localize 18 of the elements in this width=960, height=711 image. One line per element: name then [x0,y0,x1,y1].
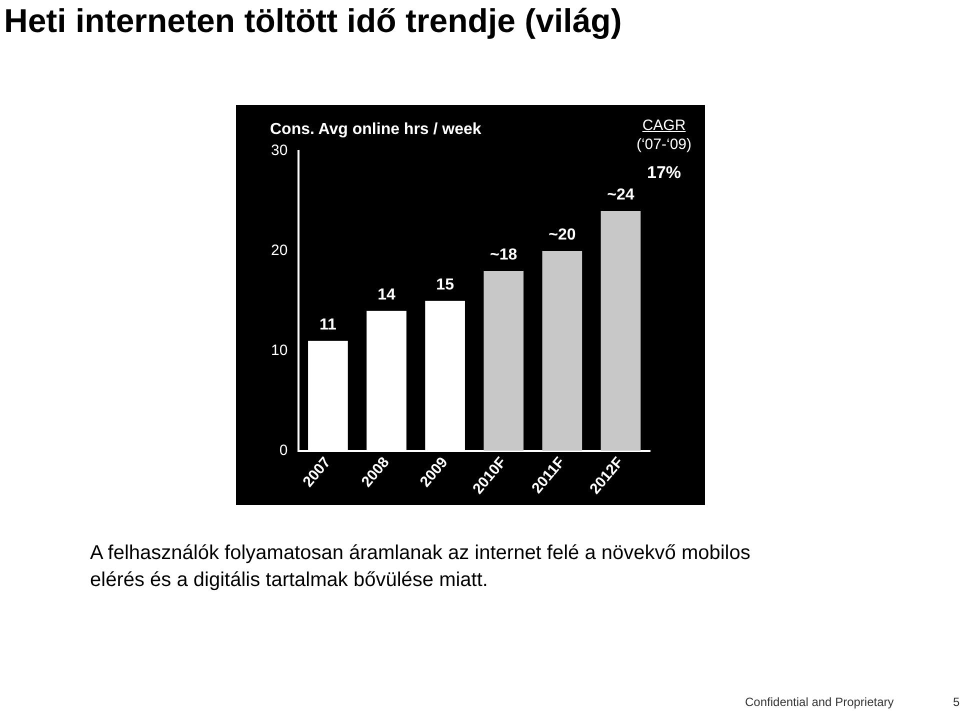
data-label: 14 [378,286,396,304]
text: 5 [953,695,960,709]
y-tick-label: 30 [270,142,288,160]
y-tick-label: 0 [279,442,288,459]
y-axis-title: Cons. Avg online hrs / week [270,121,482,139]
data-label: ~24 [607,186,634,204]
data-label: ~20 [548,226,576,244]
text: A felhasználók folyamatosan áramlanak az internet felé a növekvő mobilos elérés és a digitális tartalmak bővülése miatt. [90,541,752,593]
annotation: (‘07-‘09) [635,136,693,153]
chart-title: Heti interneten töltött idő trendje (világ) [4,2,622,40]
annotation: 17% [646,163,682,183]
data-label: 11 [320,316,337,334]
text: Confidential and Proprietary [745,695,894,709]
y-tick-label: 10 [270,342,288,360]
text: CAGR [641,117,687,134]
data-label: 15 [436,276,454,294]
y-tick-label: 20 [270,242,288,260]
data-label: ~18 [490,246,518,264]
